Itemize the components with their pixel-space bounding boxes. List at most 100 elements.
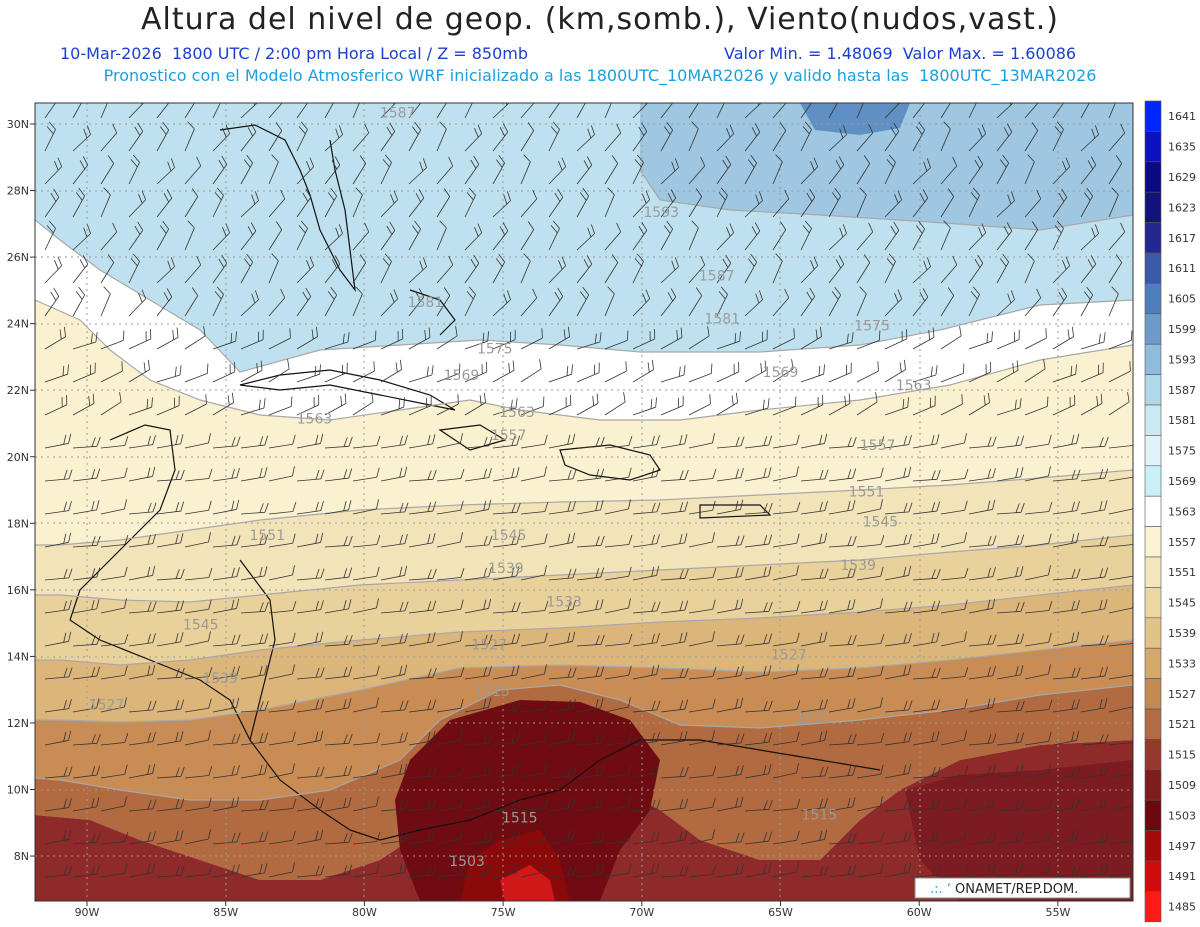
date-line: 10-Mar-2026 1800 UTC / 2:00 pm Hora Loca… bbox=[60, 44, 529, 63]
wind-barb bbox=[800, 433, 828, 449]
wind-barb bbox=[884, 154, 896, 185]
wind-barb bbox=[744, 665, 772, 680]
wind-barb bbox=[408, 699, 437, 713]
wind-barb bbox=[268, 466, 295, 482]
wind-barb bbox=[72, 468, 101, 482]
wind-barb bbox=[520, 466, 547, 482]
wind-barb bbox=[632, 397, 657, 416]
wind-barb bbox=[240, 253, 253, 284]
contour-label: 1557 bbox=[491, 428, 527, 444]
wind-barb bbox=[884, 732, 912, 746]
wind-barb bbox=[296, 287, 312, 317]
wind-barb bbox=[912, 365, 938, 383]
wind-barb bbox=[156, 469, 185, 482]
wind-barb bbox=[800, 631, 828, 647]
wind-barb bbox=[464, 392, 486, 416]
wind-barb bbox=[100, 566, 128, 581]
wind-barb bbox=[324, 125, 343, 152]
wind-barb bbox=[72, 332, 98, 350]
wind-barb bbox=[436, 121, 447, 152]
wind-barb bbox=[660, 865, 689, 878]
wind-barb bbox=[576, 362, 600, 383]
credit-mark: .:. ʼ bbox=[930, 882, 951, 897]
wind-barb bbox=[156, 103, 173, 119]
wind-barb bbox=[268, 798, 297, 812]
wind-barb bbox=[492, 566, 520, 581]
contour-label: 1569 bbox=[763, 365, 799, 381]
wind-barb bbox=[772, 763, 799, 779]
wind-barb bbox=[100, 534, 129, 548]
colorbar-swatch bbox=[1144, 404, 1162, 436]
wind-barb bbox=[688, 631, 715, 647]
lat-label: 10N bbox=[7, 784, 29, 797]
wind-barb bbox=[268, 103, 286, 119]
wind-barb bbox=[744, 633, 773, 647]
wind-barb bbox=[268, 830, 296, 845]
wind-barb bbox=[576, 468, 605, 482]
wind-barb bbox=[912, 395, 936, 416]
wind-barb bbox=[100, 286, 111, 317]
contour-label: 1515 bbox=[502, 811, 538, 827]
contour-label: 1563 bbox=[499, 405, 535, 421]
wind-barb bbox=[72, 362, 96, 383]
wind-barb bbox=[492, 633, 521, 647]
wind-barb bbox=[576, 832, 605, 845]
wind-barb bbox=[1024, 862, 1051, 878]
wind-barb bbox=[492, 467, 520, 482]
wind-barb bbox=[268, 434, 296, 449]
wind-barb bbox=[352, 697, 379, 713]
colorbar-swatch bbox=[1144, 799, 1162, 831]
wind-barb bbox=[1052, 157, 1071, 185]
wind-barb bbox=[548, 798, 576, 812]
wind-barb bbox=[688, 326, 710, 350]
wind-barb bbox=[940, 394, 963, 416]
wind-barb bbox=[44, 699, 72, 713]
wind-barb bbox=[912, 501, 941, 515]
wind-barb bbox=[996, 290, 1015, 317]
wind-barb bbox=[296, 103, 312, 119]
wind-barb bbox=[72, 666, 101, 680]
wind-barb bbox=[296, 326, 318, 350]
colorbar-swatch bbox=[1144, 708, 1162, 740]
wind-barb bbox=[828, 832, 857, 845]
longitude-labels: 90W 85W 80W 75W 70W 65W 60W 55W bbox=[75, 901, 1070, 919]
wind-barb bbox=[688, 433, 715, 449]
wind-barb bbox=[128, 799, 157, 812]
wind-barb bbox=[408, 731, 436, 746]
wind-barb bbox=[632, 862, 660, 878]
wind-barb bbox=[352, 286, 363, 317]
wind-barb bbox=[968, 468, 996, 482]
wind-barb bbox=[856, 863, 884, 878]
wind-barb bbox=[492, 799, 521, 812]
wind-barb bbox=[1080, 436, 1109, 449]
wind-barb bbox=[464, 187, 476, 218]
wind-barb bbox=[828, 468, 857, 482]
contour-label: 1587 bbox=[699, 268, 735, 284]
colorbar-label: 1533 bbox=[1168, 657, 1196, 670]
contour-label: 1551 bbox=[849, 485, 885, 501]
wind-barb bbox=[688, 829, 715, 845]
wind-barb bbox=[660, 766, 689, 779]
wind-barb bbox=[296, 188, 312, 218]
wind-barb bbox=[464, 765, 492, 779]
wind-barb bbox=[380, 253, 392, 284]
wind-barb bbox=[604, 392, 626, 416]
wind-barb bbox=[100, 796, 127, 812]
wind-barb bbox=[100, 155, 115, 185]
wind-barb bbox=[940, 599, 968, 614]
wind-barb bbox=[324, 332, 350, 350]
wind-barb bbox=[772, 862, 799, 878]
wind-barb bbox=[744, 191, 763, 218]
wind-barb bbox=[352, 123, 370, 152]
wind-barb bbox=[604, 103, 615, 119]
wind-barb bbox=[44, 501, 72, 515]
wind-barb bbox=[660, 568, 689, 581]
lon-label: 65W bbox=[768, 906, 793, 919]
wind-barb bbox=[184, 394, 207, 416]
wind-barb bbox=[128, 502, 157, 515]
wind-barb bbox=[940, 433, 967, 449]
wind-barb bbox=[604, 534, 633, 548]
wind-barb bbox=[156, 288, 173, 317]
wind-barb bbox=[548, 121, 560, 152]
wind-barb bbox=[408, 865, 437, 878]
